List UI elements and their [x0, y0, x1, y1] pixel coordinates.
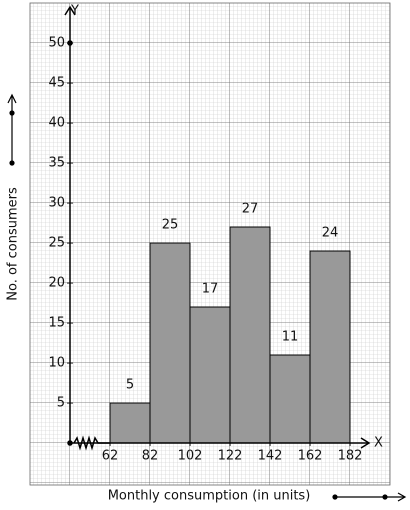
y-tick-label: 40 — [48, 116, 65, 131]
x-axis-label: Monthly consumption (in units) — [108, 489, 311, 504]
x-tick-label: 182 — [338, 449, 363, 464]
graph-paper — [29, 2, 391, 486]
bar — [229, 226, 271, 444]
value-label: 25 — [162, 218, 179, 233]
value-label: 27 — [242, 202, 259, 217]
y-tick-label: 35 — [48, 156, 65, 171]
bar — [109, 402, 151, 444]
y-tick-label: 50 — [48, 36, 65, 51]
x-tick-label: 122 — [218, 449, 243, 464]
y-tick-label: 20 — [48, 276, 65, 291]
value-label: 11 — [282, 330, 299, 345]
y-axis-name: Y — [70, 4, 79, 19]
x-tick-label: 82 — [142, 449, 159, 464]
decorative-arrows — [7, 93, 407, 502]
x-axis-name: X — [374, 436, 383, 451]
y-tick-label: 45 — [48, 76, 65, 91]
y-axis-label: No. of consumers — [6, 187, 21, 301]
x-tick-label: 162 — [298, 449, 323, 464]
axes — [64, 5, 371, 451]
value-label: 5 — [126, 378, 134, 393]
bar — [309, 250, 351, 444]
y-tick-label: 5 — [57, 396, 65, 411]
y-tick-label: 15 — [48, 316, 65, 331]
bar — [189, 306, 231, 444]
y-tick-label: 30 — [48, 196, 65, 211]
y-tick-label: 10 — [48, 356, 65, 371]
x-tick-label: 142 — [258, 449, 283, 464]
value-label: 17 — [202, 282, 219, 297]
y-tick-label: 25 — [48, 236, 65, 251]
x-tick-label: 62 — [102, 449, 119, 464]
bar — [149, 242, 191, 444]
bar — [269, 354, 311, 444]
x-tick-label: 102 — [178, 449, 203, 464]
value-label: 24 — [322, 226, 339, 241]
